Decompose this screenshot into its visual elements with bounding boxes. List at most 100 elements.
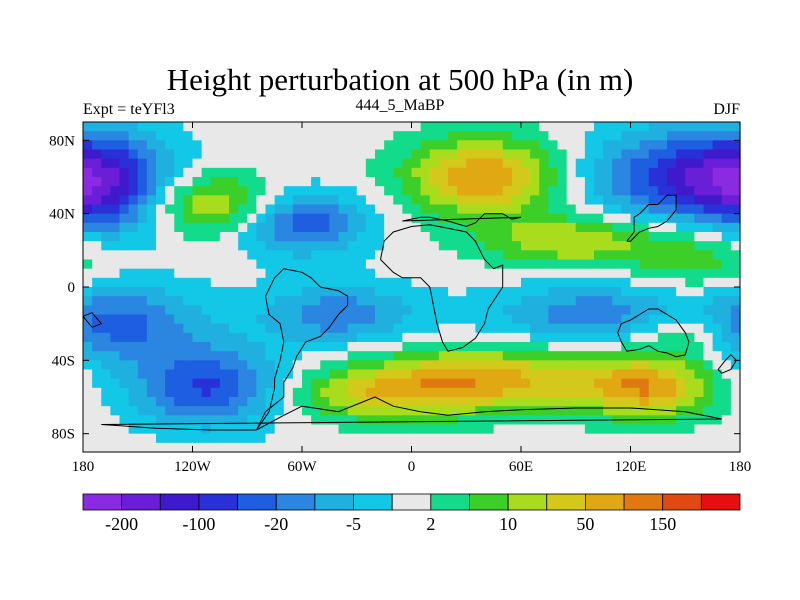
field-cell <box>311 131 321 141</box>
field-cell <box>219 433 230 444</box>
field-cell <box>694 415 705 426</box>
field-cell <box>657 397 668 407</box>
field-cell <box>229 397 239 407</box>
field-cell <box>311 241 321 251</box>
field-cell <box>356 250 367 261</box>
field-cell <box>502 222 513 233</box>
field-cell <box>329 222 340 233</box>
field-cell <box>183 387 194 398</box>
field-cell <box>548 167 559 178</box>
field-cell <box>292 406 303 416</box>
field-cell <box>183 204 194 215</box>
field-cell <box>621 250 632 261</box>
field-cell <box>448 259 458 270</box>
field-cell <box>292 369 303 380</box>
field-cell <box>438 442 449 453</box>
field-cell <box>657 332 668 343</box>
field-cell <box>347 332 358 343</box>
field-cell <box>174 195 184 206</box>
field-cell <box>247 296 257 306</box>
field-cell <box>557 296 568 306</box>
field-cell <box>283 259 294 270</box>
field-cell <box>201 442 212 453</box>
field-cell <box>685 140 695 151</box>
field-cell <box>667 342 677 352</box>
colorbar-label: -20 <box>264 514 288 534</box>
field-cell <box>566 241 577 251</box>
field-cell <box>667 332 677 343</box>
field-cell <box>721 149 732 160</box>
field-cell <box>356 369 367 380</box>
field-cell <box>438 305 449 316</box>
field-cell <box>530 122 540 132</box>
field-cell <box>721 140 732 151</box>
field-cell <box>219 195 230 206</box>
field-cell <box>502 424 513 435</box>
field-cell <box>219 360 230 371</box>
field-cell <box>594 232 604 242</box>
field-cell <box>219 424 230 435</box>
field-cell <box>229 131 239 141</box>
field-cell <box>438 241 449 251</box>
field-cell <box>229 222 239 233</box>
field-cell <box>429 314 440 325</box>
field-cell <box>575 342 586 352</box>
field-cell <box>530 268 540 279</box>
field-cell <box>493 378 504 389</box>
field-cell <box>347 122 358 132</box>
field-cell <box>375 241 385 251</box>
field-cell <box>438 424 449 435</box>
field-cell <box>292 213 303 224</box>
field-cell <box>274 259 285 270</box>
field-cell <box>448 277 458 288</box>
field-cell <box>493 387 504 398</box>
field-cell <box>648 314 659 325</box>
field-cell <box>694 259 705 270</box>
field-cell <box>648 442 659 453</box>
field-cell <box>557 369 568 380</box>
field-cell <box>603 268 613 279</box>
field-cell <box>347 387 358 398</box>
field-cell <box>612 277 622 288</box>
field-cell <box>667 397 677 407</box>
field-cell <box>575 122 586 132</box>
field-cell <box>493 122 504 132</box>
field-cell <box>119 158 130 169</box>
field-cell <box>594 305 604 316</box>
field-cell <box>730 259 741 270</box>
field-cell <box>685 332 695 343</box>
field-cell <box>703 351 714 361</box>
field-cell <box>667 268 677 279</box>
field-cell <box>219 177 230 187</box>
field-cell <box>375 131 385 141</box>
field-cell <box>101 222 111 233</box>
field-cell <box>502 241 513 251</box>
field-cell <box>448 232 458 242</box>
field-cell <box>475 387 486 398</box>
field-cell <box>676 167 686 178</box>
field-cell <box>511 442 522 453</box>
field-cell <box>603 204 613 215</box>
field-cell <box>302 186 312 196</box>
field-cell <box>365 140 376 151</box>
field-cell <box>146 222 157 233</box>
field-cell <box>302 351 312 361</box>
field-cell <box>493 369 504 380</box>
field-cell <box>238 314 248 325</box>
field-cell <box>466 204 476 215</box>
field-cell <box>247 186 257 196</box>
field-cell <box>229 241 239 251</box>
field-cell <box>694 268 705 279</box>
field-cell <box>530 222 540 233</box>
field-cell <box>393 305 403 316</box>
field-cell <box>292 195 303 206</box>
field-cell <box>530 158 540 169</box>
field-cell <box>320 415 330 426</box>
field-cell <box>712 287 723 297</box>
field-cell <box>676 268 686 279</box>
field-cell <box>283 442 294 453</box>
field-cell <box>320 433 330 444</box>
field-cell <box>219 369 230 380</box>
field-cell <box>256 250 267 261</box>
field-cell <box>311 351 321 361</box>
